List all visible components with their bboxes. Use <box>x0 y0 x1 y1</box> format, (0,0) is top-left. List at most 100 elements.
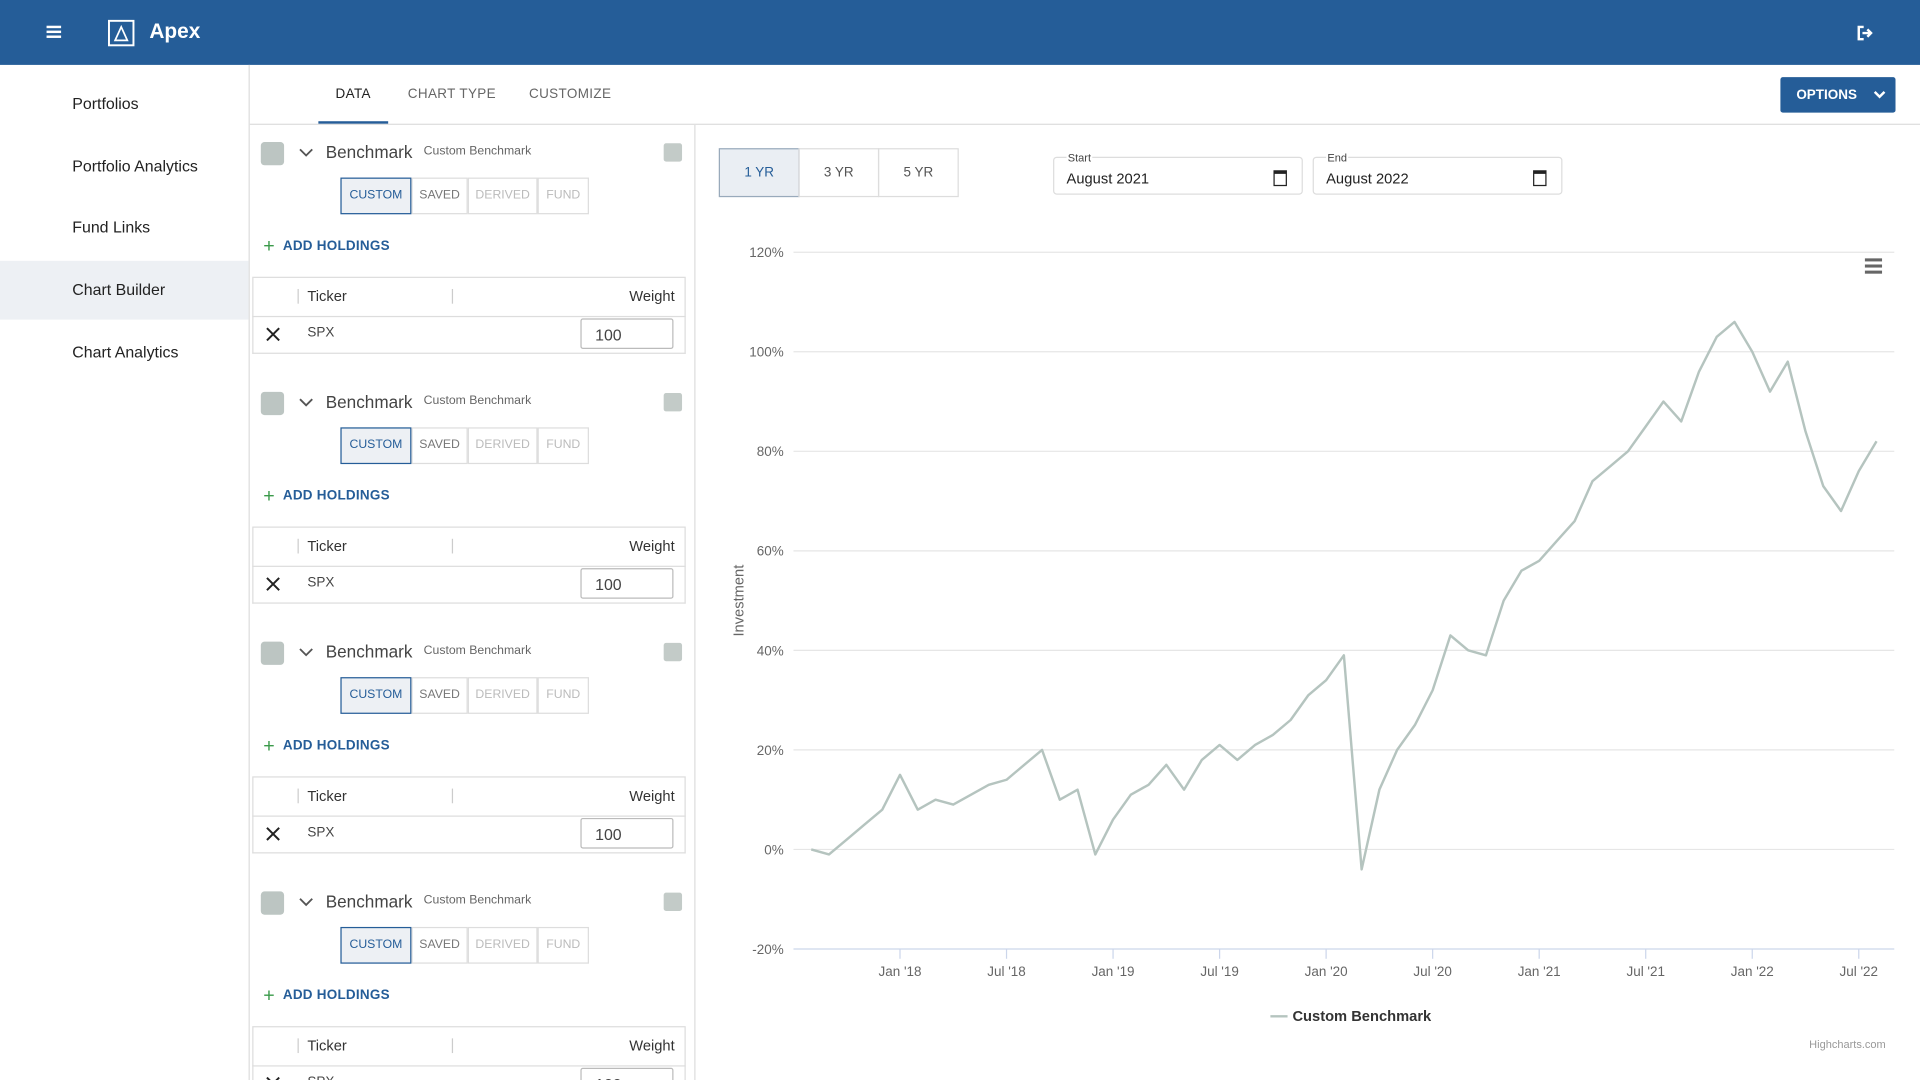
expand-chevron[interactable] <box>299 648 314 658</box>
color-swatch[interactable] <box>260 891 285 915</box>
add-holdings[interactable]: ADD HOLDINGS <box>282 988 390 1003</box>
logo <box>108 19 135 47</box>
source-button[interactable]: CUSTOM <box>340 677 412 714</box>
weight-input[interactable]: 100 <box>580 817 674 849</box>
benchmark-title: Benchmark <box>325 142 413 162</box>
sidebar-item[interactable]: Chart Builder <box>0 260 249 320</box>
menu-icon[interactable] <box>46 24 62 39</box>
source-button[interactable]: DERIVED <box>467 926 538 964</box>
date-field[interactable]: End August 2022 <box>1312 151 1563 195</box>
color-swatch[interactable] <box>260 641 285 665</box>
y-tick-label: 60% <box>757 544 784 559</box>
remove-icon[interactable] <box>266 577 281 592</box>
ticker: SPX <box>307 575 335 591</box>
source-button[interactable]: CUSTOM <box>340 427 412 465</box>
add-holdings[interactable]: ADD HOLDINGS <box>282 238 390 254</box>
checkbox[interactable] <box>663 143 683 162</box>
tab[interactable]: CHART TYPE <box>407 86 497 102</box>
benchmark-subtitle: Custom Benchmark <box>423 644 532 658</box>
series-line <box>810 320 1878 871</box>
weight-input[interactable]: 100 <box>580 318 674 349</box>
y-tick-label: 120% <box>749 245 783 260</box>
date-label: End <box>1326 151 1349 165</box>
benchmark-title: Benchmark <box>325 391 413 412</box>
benchmark-title: Benchmark <box>325 641 413 662</box>
source-button[interactable]: FUND <box>537 427 589 465</box>
source-button[interactable]: DERIVED <box>467 677 538 714</box>
weight-input[interactable]: 100 <box>580 1067 674 1080</box>
tab[interactable]: CUSTOMIZE <box>528 86 612 102</box>
ticker: SPX <box>307 825 335 841</box>
weight-input[interactable]: 100 <box>580 568 674 599</box>
table-row: SPX 100 <box>252 1065 686 1080</box>
color-swatch[interactable] <box>260 142 285 166</box>
range-button[interactable]: 5 YR <box>877 148 959 198</box>
source-button[interactable]: SAVED <box>411 926 468 964</box>
date-field[interactable]: Start August 2021 <box>1053 151 1303 195</box>
range-button[interactable]: 3 YR <box>798 148 880 198</box>
y-tick-label: 0% <box>764 842 783 857</box>
column-header: Weight <box>629 287 675 305</box>
add-holdings[interactable]: ADD HOLDINGS <box>282 738 390 754</box>
checkbox[interactable] <box>663 642 683 662</box>
sidebar-item[interactable]: Portfolios <box>0 75 249 134</box>
header-divider <box>297 288 299 304</box>
column-header: Weight <box>629 537 675 555</box>
table-header: Ticker Weight <box>252 526 686 567</box>
add-holdings[interactable]: ADD HOLDINGS <box>282 488 390 504</box>
tab[interactable]: DATA <box>335 86 371 102</box>
source-button[interactable]: FUND <box>537 177 589 215</box>
benchmark: Benchmark Custom Benchmark CUSTOM SAVED DERI… <box>250 874 694 1080</box>
chevron <box>1873 90 1886 99</box>
source-button[interactable]: DERIVED <box>467 427 538 465</box>
column-header: Weight <box>629 787 675 805</box>
expand-chevron[interactable] <box>299 898 314 908</box>
app-name: Apex <box>149 19 201 43</box>
table-row: SPX 100 <box>252 565 686 604</box>
table-header: Ticker Weight <box>252 1026 686 1067</box>
column-header: Ticker <box>307 1037 347 1055</box>
y-tick-label: 20% <box>757 743 784 758</box>
remove-icon[interactable] <box>266 1076 281 1080</box>
table-header: Ticker Weight <box>252 776 686 817</box>
benchmark-panel: Benchmark Custom Benchmark CUSTOM SAVED DERI… <box>250 124 696 1080</box>
options-button[interactable]: OPTIONS <box>1780 77 1896 113</box>
export-menu-icon <box>1864 258 1883 262</box>
date-value: August 2021 <box>1066 170 1150 188</box>
x-tick-label: Jul '20 <box>1413 964 1451 979</box>
range-button[interactable]: 1 YR <box>718 148 800 198</box>
remove-icon[interactable] <box>266 327 281 342</box>
color-swatch[interactable] <box>260 391 285 416</box>
x-tick-label: Jul '22 <box>1840 964 1878 979</box>
y-axis-label: Investment <box>731 565 747 637</box>
expand-chevron[interactable] <box>299 148 314 158</box>
y-tick-label: 100% <box>749 345 783 360</box>
sidebar-item[interactable]: Fund Links <box>0 199 249 258</box>
header-divider <box>451 1038 454 1054</box>
checkbox[interactable] <box>663 393 683 412</box>
expand-chevron[interactable] <box>299 398 314 408</box>
add-icon: + <box>263 735 275 757</box>
remove-icon[interactable] <box>266 827 281 842</box>
source-button[interactable]: FUND <box>537 926 589 964</box>
source-button[interactable]: FUND <box>537 677 589 714</box>
source-button[interactable]: SAVED <box>411 177 468 215</box>
column-header: Ticker <box>307 287 347 305</box>
source-button[interactable]: CUSTOM <box>340 926 412 964</box>
sidebar-item[interactable]: Portfolio Analytics <box>0 137 249 196</box>
source-button[interactable]: SAVED <box>411 677 468 714</box>
export-menu-icon <box>1864 270 1883 274</box>
x-tick-label: Jan '21 <box>1518 964 1561 979</box>
source-button[interactable]: SAVED <box>411 427 468 465</box>
column-header: Weight <box>629 1037 675 1055</box>
options-label: OPTIONS <box>1796 88 1857 103</box>
logout-icon[interactable] <box>1856 24 1873 41</box>
sidebar-item[interactable]: Chart Analytics <box>0 323 249 382</box>
source-button[interactable]: CUSTOM <box>340 177 412 215</box>
checkbox[interactable] <box>663 892 683 912</box>
source-button[interactable]: DERIVED <box>467 177 538 215</box>
x-tick-label: Jan '19 <box>1092 964 1135 979</box>
benchmark-subtitle: Custom Benchmark <box>423 394 532 408</box>
